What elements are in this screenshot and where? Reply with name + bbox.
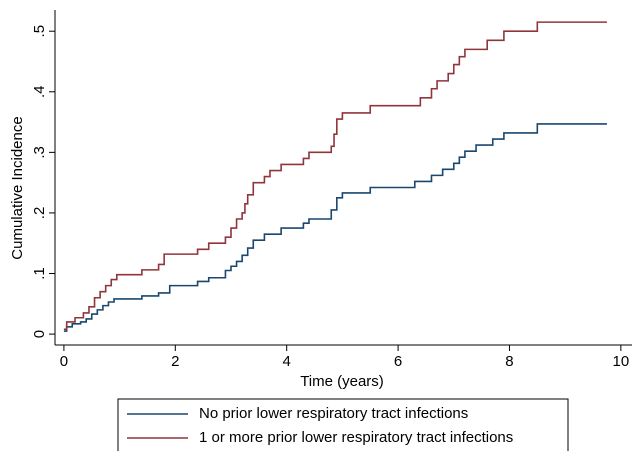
x-tick-label: 4: [283, 353, 291, 370]
x-axis-title: Time (years): [300, 373, 384, 390]
y-axis-title: Cumulative Incidence: [9, 116, 26, 259]
y-tick-label: .1: [31, 267, 48, 280]
y-tick-label: .4: [31, 86, 48, 99]
series-line: [63, 123, 607, 332]
series-line: [63, 21, 607, 331]
y-tick-label: .5: [31, 25, 48, 38]
x-tick-label: 6: [394, 353, 402, 370]
legend-label: 1 or more prior lower respiratory tract …: [199, 429, 513, 446]
legend-box: [117, 398, 569, 451]
x-tick-label: 8: [505, 353, 513, 370]
x-tick-label: 0: [60, 353, 68, 370]
y-tick-label: 0: [31, 330, 48, 338]
y-tick-label: .2: [31, 207, 48, 220]
x-tick-label: 10: [613, 353, 630, 370]
y-tick-label: .3: [31, 146, 48, 159]
legend-label: No prior lower respiratory tract infecti…: [199, 405, 468, 422]
x-tick-label: 2: [171, 353, 179, 370]
